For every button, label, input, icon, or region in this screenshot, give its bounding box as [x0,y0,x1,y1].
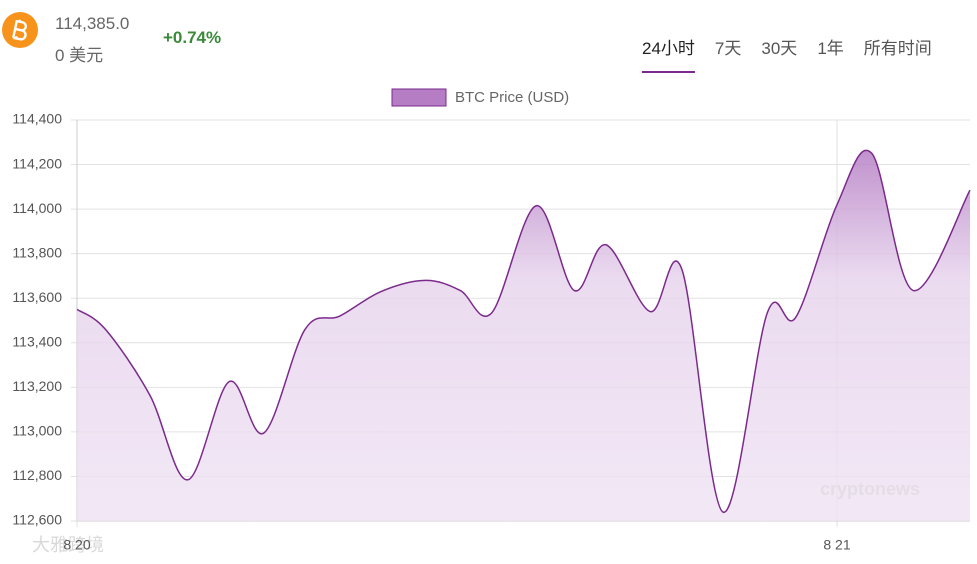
range-tab[interactable]: 7天 [714,39,742,58]
line [76,149,971,513]
price-change: +0.74% [163,28,222,47]
y-tick-label: 113,000 [12,423,62,439]
y-tick-label: 113,400 [12,333,62,349]
area [77,150,970,522]
price: 114,385.0 [55,14,130,33]
y-tick-label: 113,200 [12,378,62,394]
range-tabs: 24小时 7天 30天 1年 所有时间 [642,34,932,73]
range-tab[interactable]: 1年 [817,39,844,58]
watermark: 大雅跨境 [32,535,104,555]
legend-label: BTC Price (USD) [455,89,569,106]
y-tick-label: 114,400 [12,111,62,127]
range-tab[interactable]: 30天 [761,39,798,58]
x-tick-label: 8 20 [63,537,90,553]
y-tick-label: 112,600 [12,512,62,528]
plot [76,149,971,522]
y-tick-label: 112,800 [12,467,62,483]
y-tick-label: 114,000 [12,200,62,216]
range-tab[interactable]: 24小时 [642,34,695,73]
x-tick-label: 8 21 [823,537,850,553]
bitcoin-icon [2,12,38,48]
y-tick-label: 113,600 [12,289,62,305]
y-tick-label: 113,800 [12,244,62,260]
currency: 0 美元 [55,46,104,65]
legend-swatch [391,88,447,107]
y-tick-label: 114,200 [12,155,62,171]
watermark: cryptonews [820,479,920,499]
range-tab[interactable]: 所有时间 [863,39,932,58]
